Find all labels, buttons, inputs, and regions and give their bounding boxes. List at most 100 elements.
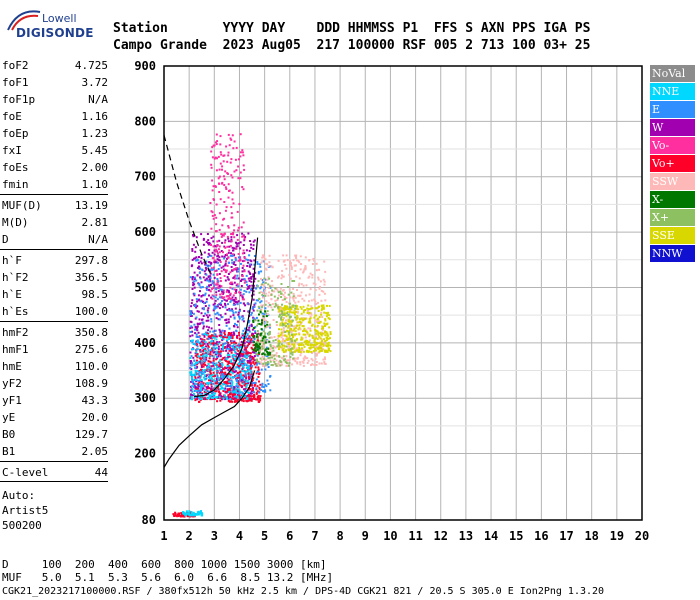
echo-point bbox=[248, 319, 251, 322]
echo-point bbox=[317, 301, 319, 304]
echo-point bbox=[212, 343, 215, 346]
echo-point bbox=[193, 359, 196, 362]
echo-point bbox=[282, 293, 285, 296]
echo-point bbox=[238, 394, 240, 397]
echo-point bbox=[235, 290, 237, 293]
echo-point bbox=[238, 331, 240, 334]
echo-point bbox=[213, 367, 216, 370]
echo-point bbox=[287, 318, 290, 321]
echo-point bbox=[280, 310, 283, 313]
echo-point bbox=[219, 151, 222, 154]
echo-point bbox=[230, 236, 233, 239]
echo-point bbox=[295, 318, 298, 321]
echo-point bbox=[218, 328, 221, 331]
echo-point bbox=[216, 400, 219, 403]
echo-point bbox=[245, 350, 248, 353]
echo-point bbox=[206, 279, 209, 282]
echo-point bbox=[328, 318, 331, 321]
echo-point bbox=[229, 286, 232, 289]
echo-point bbox=[289, 260, 292, 263]
echo-point bbox=[263, 363, 266, 366]
echo-point bbox=[294, 357, 297, 360]
echo-point bbox=[250, 276, 253, 278]
y-tick-label: 600 bbox=[134, 225, 156, 239]
echo-point bbox=[204, 360, 207, 363]
echo-point bbox=[227, 183, 230, 186]
echo-point bbox=[289, 315, 292, 318]
echo-point bbox=[209, 351, 212, 354]
echo-point bbox=[220, 250, 223, 252]
echo-point bbox=[245, 280, 248, 283]
echo-point bbox=[229, 292, 232, 295]
echo-point bbox=[191, 390, 194, 393]
echo-point bbox=[302, 317, 305, 320]
echo-point bbox=[227, 278, 230, 281]
echo-point bbox=[227, 240, 230, 243]
echo-point bbox=[253, 384, 256, 387]
logo-digisonde-text: DIGISONDE bbox=[16, 26, 94, 40]
echo-point bbox=[252, 298, 255, 301]
echo-point bbox=[197, 294, 200, 297]
echo-point bbox=[199, 277, 202, 280]
echo-point bbox=[229, 271, 232, 274]
echo-point bbox=[313, 316, 316, 319]
echo-point bbox=[205, 319, 208, 322]
echo-point bbox=[313, 364, 316, 366]
echo-point bbox=[271, 347, 274, 350]
echo-point bbox=[273, 360, 276, 363]
param-name: C-level bbox=[2, 466, 49, 479]
echo-point bbox=[273, 295, 276, 298]
echo-point bbox=[190, 305, 193, 308]
echo-point bbox=[230, 370, 232, 373]
echo-point bbox=[308, 339, 311, 342]
echo-point bbox=[325, 312, 328, 315]
echo-point bbox=[243, 379, 246, 382]
echo-point bbox=[240, 285, 243, 287]
echo-point bbox=[213, 214, 216, 217]
echo-point bbox=[240, 394, 243, 397]
echo-point bbox=[271, 266, 274, 269]
echo-point bbox=[241, 392, 244, 395]
echo-point bbox=[277, 291, 280, 294]
echo-point bbox=[215, 353, 217, 356]
echo-point bbox=[234, 292, 237, 294]
echo-point bbox=[318, 268, 321, 271]
echo-point bbox=[304, 256, 307, 259]
echo-point bbox=[211, 297, 214, 300]
echo-point bbox=[239, 391, 242, 394]
echo-point bbox=[262, 346, 265, 348]
echo-point bbox=[277, 259, 280, 262]
echo-point bbox=[215, 370, 218, 373]
echo-point bbox=[256, 385, 259, 388]
echo-point bbox=[197, 382, 200, 385]
echo-point bbox=[295, 338, 298, 341]
echo-point bbox=[250, 390, 253, 393]
echo-point bbox=[203, 384, 206, 387]
echo-point bbox=[319, 320, 322, 323]
echo-point bbox=[221, 378, 224, 381]
echo-point bbox=[257, 366, 260, 369]
echo-point bbox=[251, 340, 254, 343]
echo-point bbox=[208, 241, 211, 244]
echo-point bbox=[213, 336, 216, 339]
echo-point bbox=[242, 388, 245, 391]
echo-point bbox=[233, 288, 236, 291]
echo-point bbox=[205, 240, 208, 243]
echo-point bbox=[322, 341, 325, 344]
echo-point bbox=[268, 323, 271, 326]
echo-point bbox=[309, 343, 312, 346]
echo-point bbox=[251, 380, 253, 383]
echo-point bbox=[265, 358, 268, 361]
echo-point bbox=[205, 264, 208, 267]
echo-point bbox=[234, 259, 237, 262]
echo-point bbox=[238, 354, 241, 357]
echo-point bbox=[260, 328, 263, 331]
param-row: B0 129.7 bbox=[0, 426, 112, 443]
echo-point bbox=[262, 322, 265, 325]
echo-point bbox=[302, 309, 305, 312]
echo-point bbox=[220, 375, 223, 378]
echo-point bbox=[193, 514, 196, 517]
echo-point bbox=[241, 232, 244, 235]
echo-point bbox=[320, 349, 323, 352]
echo-point bbox=[236, 399, 239, 402]
